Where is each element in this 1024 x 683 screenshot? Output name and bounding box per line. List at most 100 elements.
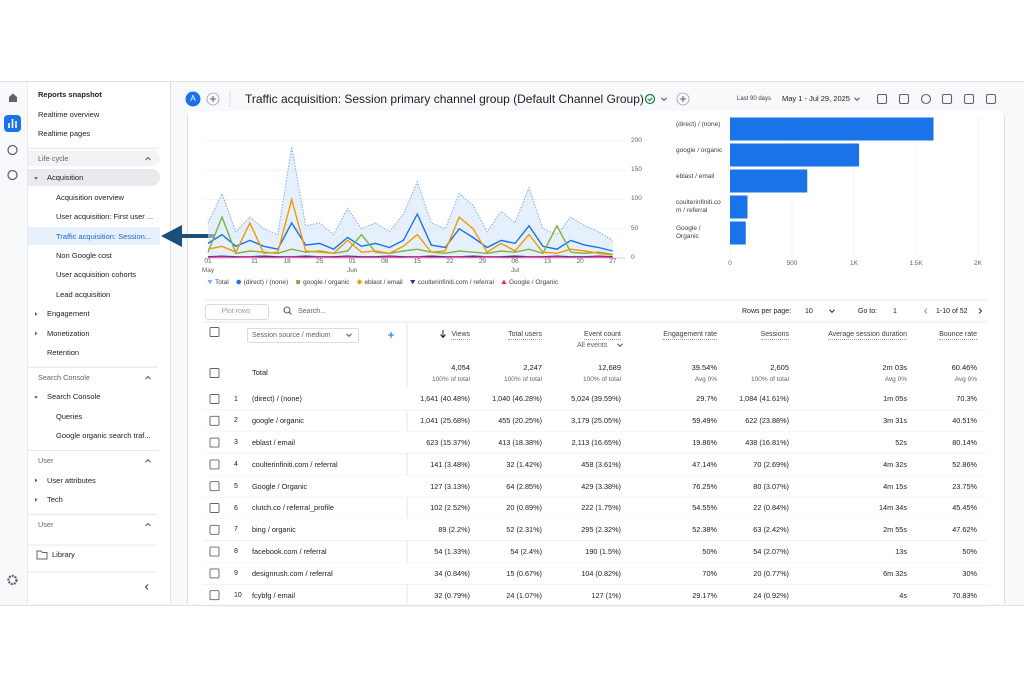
selected-item: [28, 227, 160, 245]
previous-page[interactable]: [923, 308, 928, 314]
x-tick-label: 29: [478, 258, 487, 265]
metric-cell: 4m 32s: [883, 459, 907, 469]
x-tick-label: 1K: [850, 259, 858, 267]
legend-label: (direct) / (none): [244, 279, 288, 286]
row-checkbox[interactable]: [209, 546, 220, 557]
event-filter[interactable]: All events: [577, 341, 608, 349]
next-page[interactable]: [978, 308, 983, 314]
x-tick-label: 500: [786, 259, 798, 267]
folder-icon: [36, 550, 48, 560]
x-tick-label: 20: [576, 258, 584, 265]
nav-item[interactable]: Queries: [56, 411, 83, 421]
row-checkbox[interactable]: [209, 368, 220, 378]
row-number: 9: [234, 569, 238, 577]
nav-section-title[interactable]: Search Console: [38, 373, 90, 383]
settings-icon[interactable]: [7, 574, 18, 586]
nav-link[interactable]: Reports snapshot: [38, 90, 102, 100]
column-header[interactable]: Average session duration: [828, 330, 907, 340]
collapse-section[interactable]: [145, 156, 151, 161]
row-checkbox[interactable]: [209, 437, 220, 448]
explore-icon[interactable]: [7, 144, 18, 156]
nav-item[interactable]: Google organic search traf...: [56, 431, 151, 441]
collapse-section[interactable]: [145, 458, 151, 463]
toolbar-icon[interactable]: [920, 93, 932, 105]
column-header[interactable]: Engagement rate: [663, 330, 717, 340]
advertising-icon[interactable]: [7, 169, 18, 181]
nav-link[interactable]: Realtime pages: [38, 129, 91, 139]
row-checkbox[interactable]: [209, 394, 220, 404]
toolbar-icon[interactable]: [963, 93, 975, 105]
row-checkbox[interactable]: [209, 459, 220, 470]
dimension-cell: coulterinfiniti.com / referral: [252, 459, 338, 469]
metric-cell: 50%: [962, 546, 977, 556]
total-value: 2,247: [523, 363, 542, 373]
rows-per-page-dropdown[interactable]: [829, 309, 835, 314]
row-checkbox[interactable]: [209, 503, 220, 513]
dimension-selector[interactable]: Session source / medium: [252, 331, 331, 339]
nav-section-title[interactable]: User: [38, 520, 54, 530]
goto-label: Go to:: [858, 307, 878, 315]
column-header[interactable]: Sessions: [760, 330, 789, 340]
nav-group[interactable]: User attributes: [47, 475, 96, 485]
nav-item[interactable]: Non Google cost: [56, 251, 112, 261]
row-checkbox[interactable]: [209, 590, 220, 601]
series-line: [207, 146, 613, 241]
row-checkbox[interactable]: [209, 481, 220, 492]
collapse-section[interactable]: [145, 522, 151, 527]
row-checkbox[interactable]: [209, 327, 220, 337]
nav-group[interactable]: Acquisition: [47, 173, 84, 183]
chart-top-mask: [188, 111, 1002, 116]
date-range[interactable]: May 1 - Jul 29, 2025: [782, 94, 850, 104]
toolbar-icon[interactable]: [876, 93, 888, 105]
x-tick-label: 18: [283, 258, 291, 265]
toolbar-icon[interactable]: [898, 93, 910, 105]
goto-input[interactable]: 1: [893, 307, 897, 315]
search-input[interactable]: Search...: [298, 307, 327, 315]
nav-group[interactable]: Monetization: [47, 328, 90, 338]
nav-group[interactable]: Retention: [47, 348, 80, 358]
nav-group[interactable]: Engagement: [47, 309, 90, 319]
collapse-sidebar[interactable]: [144, 584, 149, 590]
metric-cell: 4m 15s: [883, 481, 907, 491]
toolbar-icon[interactable]: [985, 93, 997, 105]
nav-section-title[interactable]: Life cycle: [38, 154, 69, 164]
column-header[interactable]: Views: [451, 330, 470, 340]
nav-item[interactable]: Traffic acquisition: Session...: [56, 231, 152, 241]
row-number: 7: [234, 526, 238, 534]
row-checkbox[interactable]: [209, 568, 220, 579]
collapse-section[interactable]: [145, 375, 151, 380]
column-header[interactable]: Bounce rate: [939, 330, 977, 340]
nav-item[interactable]: Lead acquisition: [56, 289, 111, 299]
nav-link[interactable]: Realtime overview: [38, 109, 100, 119]
plot-rows-button[interactable]: Plot rows: [221, 307, 251, 315]
metric-cell: 22 (0.84%): [753, 503, 789, 513]
metric-cell: 1,041 (25.68%): [420, 416, 470, 426]
plot-rows-button[interactable]: [205, 304, 269, 320]
metric-cell: 104 (0.82%): [581, 568, 621, 578]
rows-per-page[interactable]: 10: [805, 307, 813, 315]
column-header[interactable]: Total users: [508, 330, 542, 340]
metric-cell: 54 (2.07%): [753, 546, 789, 556]
row-checkbox[interactable]: [209, 415, 220, 426]
nav-group[interactable]: Search Console: [47, 392, 101, 402]
row-checkbox[interactable]: [209, 524, 220, 535]
plus-icon[interactable]: [680, 96, 686, 102]
nav-item[interactable]: User acquisition cohorts: [56, 270, 137, 280]
nav-item[interactable]: Acquisition overview: [56, 192, 124, 202]
home-icon[interactable]: [9, 93, 17, 103]
metric-cell: 24 (1.07%): [506, 590, 542, 600]
nav-item[interactable]: User acquisition: First user ...: [56, 212, 154, 222]
metric-cell: 2m 55s: [883, 525, 907, 535]
nav-group[interactable]: Tech: [47, 495, 63, 505]
metric-cell: 70.83%: [952, 590, 977, 600]
section-highlight: [28, 150, 160, 166]
plus-icon[interactable]: [210, 96, 216, 102]
dimension-dropdown[interactable]: [247, 328, 359, 343]
nav-section-title[interactable]: User: [38, 456, 54, 466]
column-header[interactable]: Event count: [584, 330, 621, 340]
plus-icon[interactable]: [388, 332, 394, 338]
toolbar-icon[interactable]: [941, 93, 953, 105]
date-picker[interactable]: [854, 97, 860, 102]
nav-link[interactable]: Library: [52, 550, 75, 560]
